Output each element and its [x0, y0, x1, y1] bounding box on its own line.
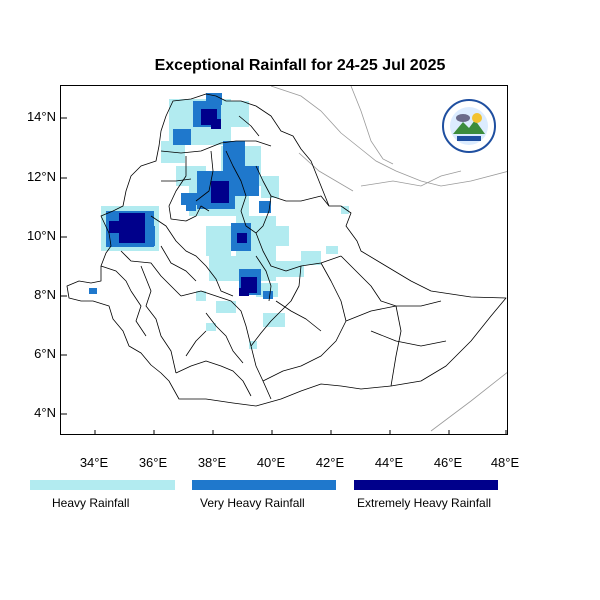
x-tick-label: 44°E — [374, 455, 404, 470]
y-tick-label: 14°N — [26, 109, 56, 124]
country-outline — [66, 93, 507, 407]
legend-swatch-very-heavy — [192, 480, 336, 490]
x-tick-label: 40°E — [256, 455, 286, 470]
legend-swatch-extremely-heavy — [354, 480, 498, 490]
x-tick-label: 34°E — [79, 455, 109, 470]
neighbor-borders — [270, 86, 507, 432]
emi-logo — [442, 99, 496, 153]
x-tick-label: 36°E — [138, 455, 168, 470]
map-title: Exceptional Rainfall for 24-25 Jul 2025 — [154, 57, 446, 74]
ethiopia-map — [61, 86, 507, 434]
y-tick-label: 6°N — [34, 346, 56, 361]
legend-label-very-heavy: Very Heavy Rainfall — [200, 496, 305, 510]
region-boundaries — [66, 93, 507, 407]
y-tick-label: 12°N — [26, 169, 56, 184]
y-tick-label: 10°N — [26, 228, 56, 243]
rainfall-overlay — [89, 93, 349, 349]
axis-ticks — [61, 117, 507, 434]
x-tick-label: 46°E — [433, 455, 463, 470]
y-tick-label: 4°N — [34, 405, 56, 420]
map-panel — [60, 85, 508, 435]
legend-label-extremely-heavy: Extremely Heavy Rainfall — [357, 496, 492, 510]
legend-swatch-heavy — [30, 480, 175, 490]
x-tick-label: 42°E — [315, 455, 345, 470]
x-tick-label: 48°E — [490, 455, 520, 470]
legend-label-heavy: Heavy Rainfall — [52, 496, 130, 510]
x-tick-label: 38°E — [197, 455, 227, 470]
y-tick-label: 8°N — [34, 287, 56, 302]
